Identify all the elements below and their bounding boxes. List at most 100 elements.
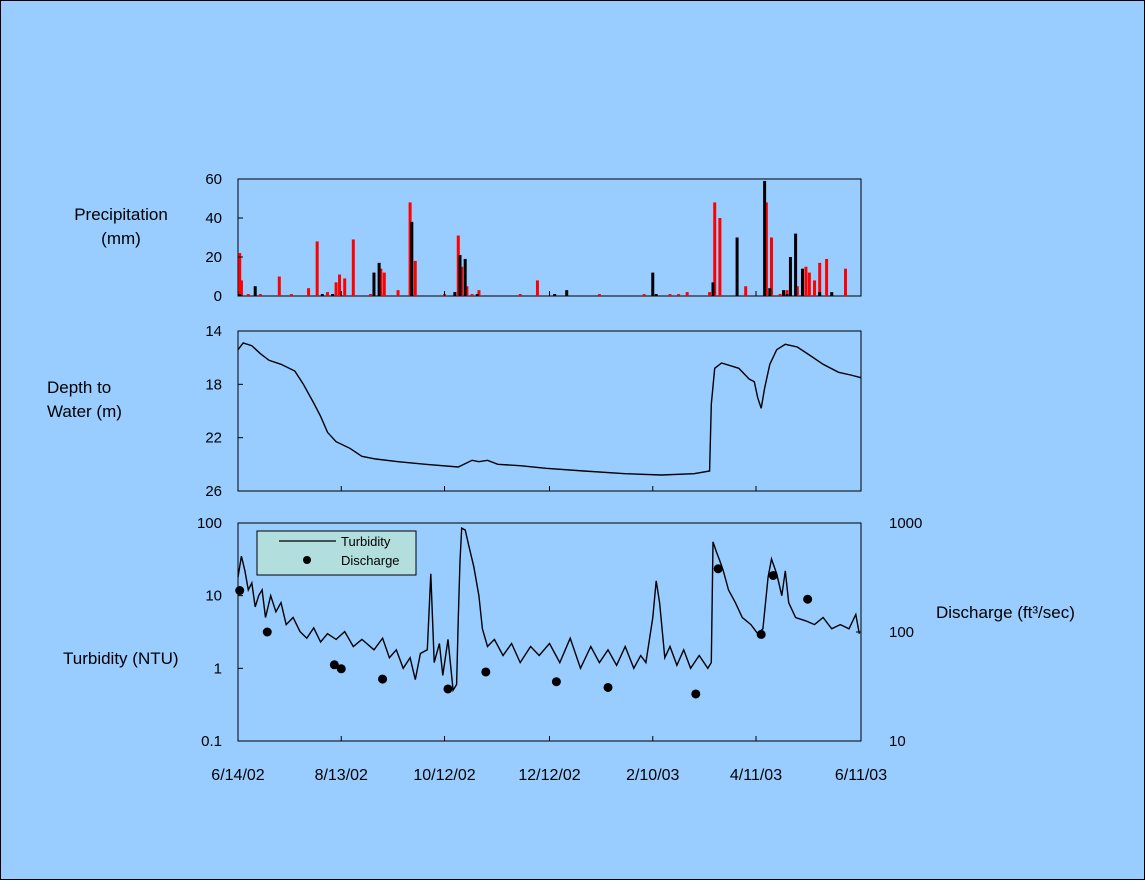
precip-bar (453, 292, 457, 296)
x-tick-label: 12/12/02 (518, 767, 580, 784)
x-tick-label: 2/10/03 (626, 767, 679, 784)
precip-bar (456, 235, 460, 296)
precip-bar (735, 237, 739, 296)
discharge-point (235, 586, 245, 596)
precip-bar (369, 294, 373, 296)
precip-bar (382, 272, 386, 296)
date-x-ticks: 6/14/02 8/13/02 10/12/02 12/12/02 2/10/03 4/1… (211, 291, 887, 784)
precip-bar (465, 286, 469, 296)
discharge-point (603, 682, 613, 692)
precip-bar (410, 221, 414, 296)
y-tick-label: 26 (205, 483, 222, 500)
precipitation-panel: 0 20 40 60 Precipitation (mm) (74, 171, 862, 305)
y-tick-label: 0 (214, 288, 222, 305)
precip-bar (343, 278, 347, 296)
legend-turbidity-label: Turbidity (341, 534, 391, 549)
turbidity-legend: Turbidity Discharge (256, 530, 417, 576)
discharge-point (756, 629, 766, 639)
y-tick-label: 10 (205, 588, 222, 605)
precip-bar (553, 294, 557, 296)
y-tick-label: 20 (205, 249, 222, 266)
depth-ylabel-line1: Depth to (47, 378, 111, 397)
precip-bar (477, 290, 481, 296)
precip-bar (377, 262, 381, 296)
precip-bar (518, 294, 522, 296)
precip-bar (238, 253, 242, 296)
discharge-point (329, 660, 339, 670)
discharge-point (378, 674, 388, 684)
precip-bar (788, 257, 792, 296)
precip-bar (413, 260, 417, 296)
precip-bar (744, 286, 748, 296)
y2-tick-label: 100 (889, 624, 914, 641)
precipitation-y-ticks: 0 20 40 60 (205, 171, 243, 305)
depth-panel: 14 18 22 26 Depth to Water (m) (47, 323, 862, 500)
legend-discharge-label: Discharge (341, 553, 400, 568)
precip-bar (800, 268, 804, 296)
turbidity-panel: 0.1 1 10 100 10 100 1000 6/14/02 8/13/02 10/12/… (63, 291, 1075, 784)
y-tick-label: 22 (205, 430, 222, 447)
turbidity-y-ticks: 0.1 1 10 100 (197, 515, 243, 750)
precip-bar (654, 294, 658, 296)
precipitation-ylabel-line2: (mm) (101, 229, 141, 248)
precip-bar (651, 272, 655, 296)
precip-bar (711, 282, 715, 296)
y-tick-label: 1 (214, 660, 222, 677)
discharge-point (768, 570, 778, 580)
precip-bar (770, 237, 774, 296)
precip-bar (795, 286, 799, 296)
precip-bar (807, 272, 811, 296)
precip-bar (818, 292, 822, 296)
discharge-y-ticks: 10 100 1000 (856, 515, 922, 750)
discharge-point (691, 689, 701, 699)
precip-bar (239, 280, 243, 296)
x-tick-label: 6/14/02 (211, 767, 264, 784)
discharge-point (443, 684, 453, 694)
precip-bar (307, 288, 311, 296)
precip-bar (372, 272, 376, 296)
y-tick-label: 60 (205, 171, 222, 188)
discharge-point (481, 667, 491, 677)
precip-bar (565, 290, 569, 296)
precip-bar (246, 294, 250, 296)
precip-bar (804, 266, 808, 296)
precip-bar (677, 294, 681, 296)
precip-bar (351, 239, 355, 296)
precip-bar (475, 294, 479, 296)
precip-bar (768, 288, 772, 296)
y-tick-label: 40 (205, 210, 222, 227)
x-tick-label: 4/11/03 (730, 767, 782, 784)
y-tick-label: 100 (197, 515, 222, 532)
precip-bar (334, 282, 338, 296)
discharge-point (551, 677, 561, 687)
depth-y-ticks: 14 18 22 26 (205, 323, 243, 500)
precip-bar (708, 292, 712, 296)
precip-bar (825, 258, 829, 296)
turbidity-ylabel: Turbidity (NTU) (63, 649, 179, 668)
y-tick-label: 14 (205, 323, 222, 340)
precip-bar (315, 241, 319, 296)
precip-bar (408, 202, 412, 296)
precip-bar (785, 290, 789, 296)
legend-dot-swatch (303, 556, 311, 564)
precip-bar (718, 218, 722, 296)
y-tick-label: 18 (205, 376, 222, 393)
x-tick-label: 8/13/02 (315, 767, 368, 784)
precip-bar (458, 255, 462, 296)
y2-tick-label: 1000 (889, 515, 922, 532)
precip-bar (331, 294, 335, 296)
precip-bar (320, 294, 324, 296)
precip-bar (813, 280, 817, 296)
discharge-points (235, 564, 813, 699)
precip-bar (685, 292, 689, 296)
precip-bar (830, 292, 834, 296)
precip-bar (597, 294, 601, 296)
precip-bar (642, 294, 646, 296)
precip-bar (764, 202, 768, 296)
precip-bar (844, 268, 848, 296)
precip-bar (463, 258, 467, 296)
precip-bar (668, 294, 672, 296)
discharge-point (262, 627, 272, 637)
